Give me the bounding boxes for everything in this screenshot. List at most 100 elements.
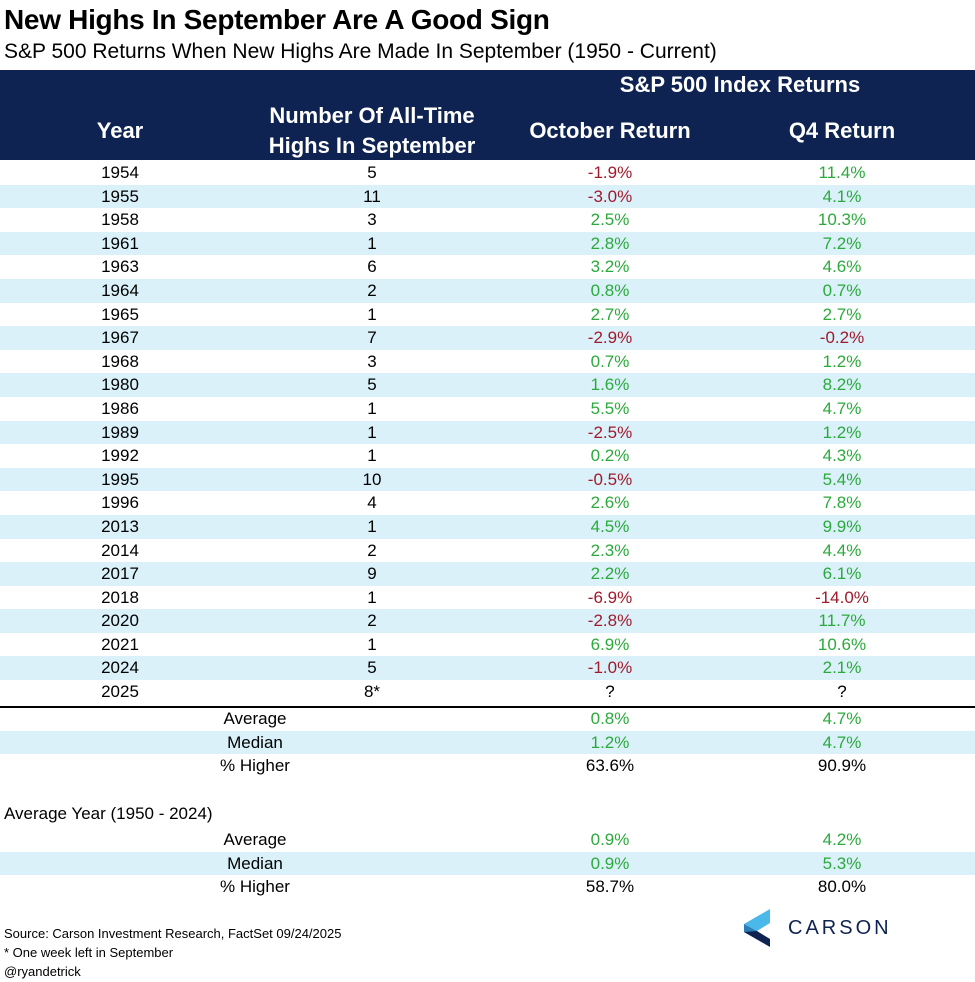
cell-year: 2013 xyxy=(101,516,139,536)
cell-year: 1992 xyxy=(101,446,139,466)
table-row: 2014 2 2.3% 4.4% xyxy=(0,539,975,563)
table-row: 1963 6 3.2% 4.6% xyxy=(0,255,975,279)
cell-october-return: 2.6% xyxy=(590,493,630,513)
cell-highs-count: 9 xyxy=(367,564,377,584)
cell-q4-return: 7.2% xyxy=(822,233,862,253)
cell-year: 2021 xyxy=(101,634,139,654)
cell-year: 2024 xyxy=(101,658,139,678)
table-row: % Higher 58.7% 80.0% xyxy=(0,875,975,899)
cell-october-return: 0.7% xyxy=(590,351,630,371)
cell-october-return: ? xyxy=(605,682,615,702)
cell-q4-return: ? xyxy=(837,682,847,702)
carson-logo-text: CARSON xyxy=(788,917,892,939)
cell-year: 1989 xyxy=(101,422,139,442)
cell-year: 1961 xyxy=(101,233,139,253)
cell-october-return: 1.6% xyxy=(590,375,630,395)
table-row: 1958 3 2.5% 10.3% xyxy=(0,208,975,232)
cell-highs-count: 2 xyxy=(367,280,377,300)
header-num-line2: Highs In September xyxy=(268,133,476,158)
table-header: S&P 500 Index Returns Year Number Of All… xyxy=(0,70,975,160)
cell-october-return: 4.5% xyxy=(590,516,630,536)
average-year-rows: Average 0.9% 4.2% Median 0.9% 5.3% % Higher 58.… xyxy=(0,828,975,899)
cell-q4-return: -14.0% xyxy=(815,587,869,607)
table-row: 1992 1 0.2% 4.3% xyxy=(0,444,975,468)
header-q4-return: Q4 Return xyxy=(788,118,896,143)
header-num-line1: Number Of All-Time xyxy=(269,103,475,128)
table-row: 1964 2 0.8% 0.7% xyxy=(0,278,975,303)
cell-october-return: -2.9% xyxy=(587,328,633,348)
cell-highs-count: 1 xyxy=(367,304,377,324)
cell-highs-count: 1 xyxy=(367,587,377,607)
cell-summary-label: Average xyxy=(223,709,287,728)
cell-q4-return: 4.3% xyxy=(822,446,862,466)
table-row: 1986 1 5.5% 4.7% xyxy=(0,397,975,421)
table-row: 1995 10 -0.5% 5.4% xyxy=(0,467,975,492)
cell-october-return: 63.6% xyxy=(585,756,635,776)
cell-q4-return: 0.7% xyxy=(822,280,862,300)
cell-q4-return: 2.7% xyxy=(822,304,862,324)
cell-october-return: 2.8% xyxy=(590,233,630,253)
cell-highs-count: 11 xyxy=(363,186,381,206)
table-row: 2013 1 4.5% 9.9% xyxy=(0,514,975,539)
cell-year: 2017 xyxy=(101,564,139,584)
cell-year: 1963 xyxy=(101,257,139,277)
cell-october-return: 6.9% xyxy=(590,634,630,654)
chart-title: New Highs In September Are A Good Sign xyxy=(4,4,550,35)
cell-october-return: 2.7% xyxy=(590,304,630,324)
cell-year: 1958 xyxy=(101,210,139,230)
cell-summary-label: Median xyxy=(227,732,283,752)
cell-year: 1986 xyxy=(101,398,139,418)
cell-highs-count: 3 xyxy=(367,351,377,371)
table-row: 1965 1 2.7% 2.7% xyxy=(0,303,975,327)
cell-highs-count: 4 xyxy=(367,493,377,513)
cell-year: 1964 xyxy=(101,280,139,300)
cell-october-return: -2.8% xyxy=(587,611,633,631)
cell-october-return: -6.9% xyxy=(587,587,633,607)
cell-q4-return: 4.6% xyxy=(822,257,862,277)
cell-q4-return: 10.6% xyxy=(817,634,867,654)
cell-year: 1954 xyxy=(101,163,139,182)
header-group-label: S&P 500 Index Returns xyxy=(619,72,861,97)
cell-q4-return: 11.7% xyxy=(818,611,866,631)
table-divider xyxy=(0,706,975,708)
carson-logo: CARSON xyxy=(744,909,904,949)
table-row: 1968 3 0.7% 1.2% xyxy=(0,350,975,374)
cell-year: 1968 xyxy=(101,351,139,371)
table-row: 1967 7 -2.9% -0.2% xyxy=(0,326,975,350)
cell-summary-label: Average xyxy=(223,830,287,849)
cell-q4-return: -0.2% xyxy=(819,328,865,348)
summary-rows: Average 0.8% 4.7% Median 1.2% 4.7% % Higher 63.… xyxy=(0,707,975,778)
cell-highs-count: 10 xyxy=(362,469,382,489)
cell-q4-return: 1.2% xyxy=(822,422,862,442)
cell-year: 2025 xyxy=(101,682,139,702)
cell-year: 1967 xyxy=(101,328,139,348)
cell-highs-count: 1 xyxy=(367,446,377,466)
table-row: 2018 1 -6.9% -14.0% xyxy=(0,586,975,610)
cell-highs-count: 1 xyxy=(367,422,377,442)
table-row: 2017 9 2.2% 6.1% xyxy=(0,562,975,586)
cell-year: 1965 xyxy=(101,304,139,324)
cell-q4-return: 6.1% xyxy=(822,564,862,584)
cell-q4-return: 4.1% xyxy=(822,186,862,206)
cell-october-return: 3.2% xyxy=(590,257,630,277)
cell-year: 1996 xyxy=(101,493,139,513)
cell-q4-return: 4.4% xyxy=(822,540,862,560)
table-row: 1954 5 -1.9% 11.4% xyxy=(0,161,975,185)
header-year: Year xyxy=(96,118,144,143)
table-row: 1996 4 2.6% 7.8% xyxy=(0,491,975,515)
cell-q4-return: 10.3% xyxy=(817,210,867,230)
table-row: 1955 11 -3.0% 4.1% xyxy=(0,184,975,209)
cell-year: 1955 xyxy=(101,186,139,206)
footnote: * One week left in September xyxy=(4,945,174,960)
cell-october-return: -2.5% xyxy=(587,422,633,442)
cell-october-return: -1.0% xyxy=(587,658,633,678)
cell-october-return: -0.5% xyxy=(587,469,633,489)
data-rows: 1954 5 -1.9% 11.4% 1955 11 -3.0% 4.1% 1958 3 2.5% 1… xyxy=(0,161,975,704)
cell-highs-count: 1 xyxy=(367,398,377,418)
cell-summary-label: % Higher xyxy=(220,756,290,776)
cell-highs-count: 1 xyxy=(367,233,377,253)
table-row: 2024 5 -1.0% 2.1% xyxy=(0,656,975,681)
cell-october-return: 0.8% xyxy=(590,709,630,728)
cell-year: 1995 xyxy=(101,469,139,489)
cell-year: 1980 xyxy=(101,375,139,395)
